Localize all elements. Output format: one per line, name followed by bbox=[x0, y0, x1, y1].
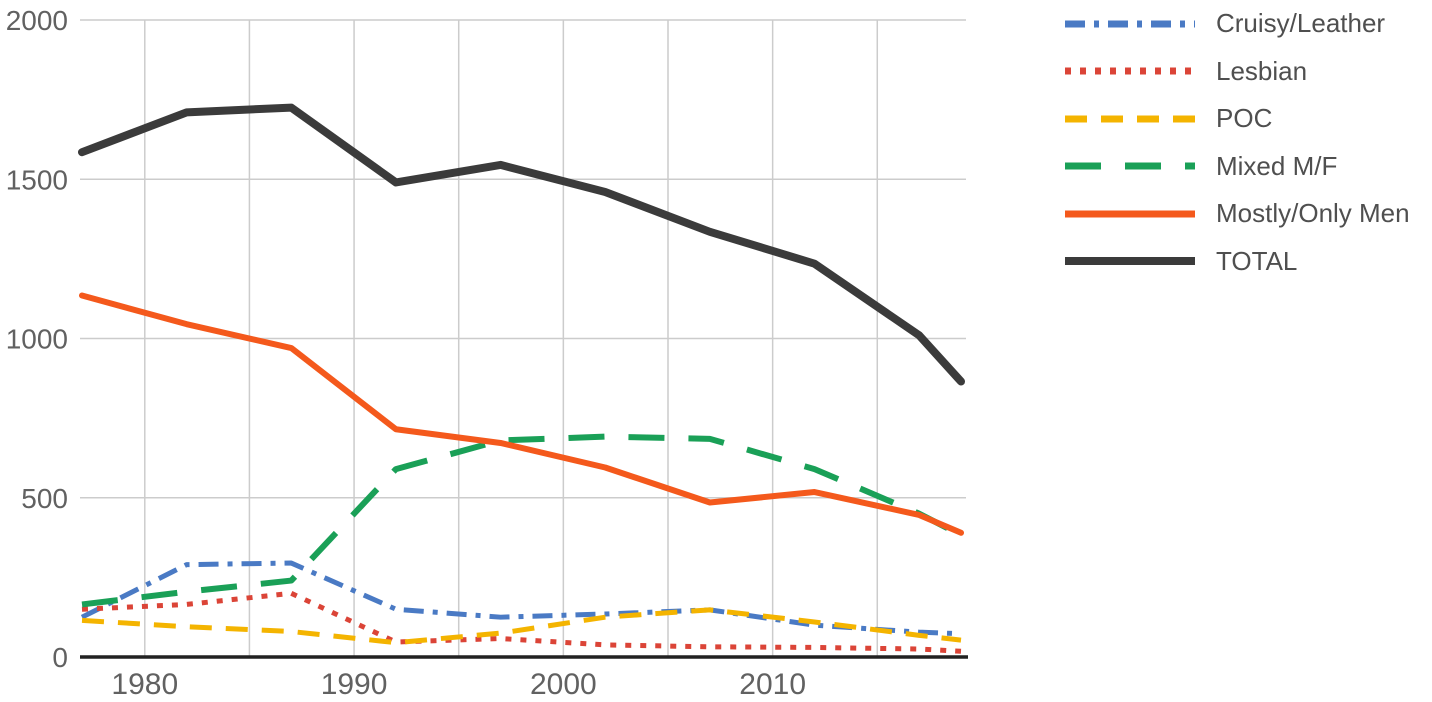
svg-text:0: 0 bbox=[52, 642, 68, 673]
chart-legend: Cruisy/Leather Lesbian POC Mixed M/F Mos… bbox=[1064, 0, 1410, 285]
svg-text:500: 500 bbox=[21, 483, 68, 514]
legend-label-poc: POC bbox=[1216, 103, 1273, 134]
svg-text:2000: 2000 bbox=[530, 668, 597, 701]
legend-item-total: TOTAL bbox=[1064, 238, 1410, 286]
legend-label-mostly-only-men: Mostly/Only Men bbox=[1216, 198, 1410, 229]
legend-item-mixed-mf: Mixed M/F bbox=[1064, 143, 1410, 191]
legend-item-cruisy-leather: Cruisy/Leather bbox=[1064, 0, 1410, 48]
legend-swatch-poc-line-icon bbox=[1065, 115, 1195, 123]
legend-label-lesbian: Lesbian bbox=[1216, 55, 1308, 86]
legend-label-total: TOTAL bbox=[1216, 245, 1298, 276]
svg-text:1980: 1980 bbox=[111, 668, 178, 701]
legend-item-lesbian: Lesbian bbox=[1064, 48, 1410, 96]
legend-label-mixed-mf: Mixed M/F bbox=[1216, 150, 1338, 181]
legend-item-mostly-only-men: Mostly/Only Men bbox=[1064, 190, 1410, 238]
svg-text:2010: 2010 bbox=[739, 668, 806, 701]
svg-text:2000: 2000 bbox=[6, 5, 68, 36]
legend-label-cruisy-leather: Cruisy/Leather bbox=[1216, 8, 1386, 39]
svg-text:1990: 1990 bbox=[321, 668, 388, 701]
legend-swatch-mostly-only-men-line-icon bbox=[1065, 210, 1195, 218]
svg-text:1500: 1500 bbox=[6, 164, 68, 195]
legend-swatch-cruisy-leather-line-icon bbox=[1065, 20, 1195, 28]
svg-text:1000: 1000 bbox=[6, 324, 68, 355]
legend-swatch-lesbian-line-icon bbox=[1065, 67, 1195, 75]
legend-item-poc: POC bbox=[1064, 95, 1410, 143]
legend-swatch-mixed-mf-line-icon bbox=[1065, 162, 1195, 170]
legend-swatch-total-line-icon bbox=[1065, 257, 1195, 266]
